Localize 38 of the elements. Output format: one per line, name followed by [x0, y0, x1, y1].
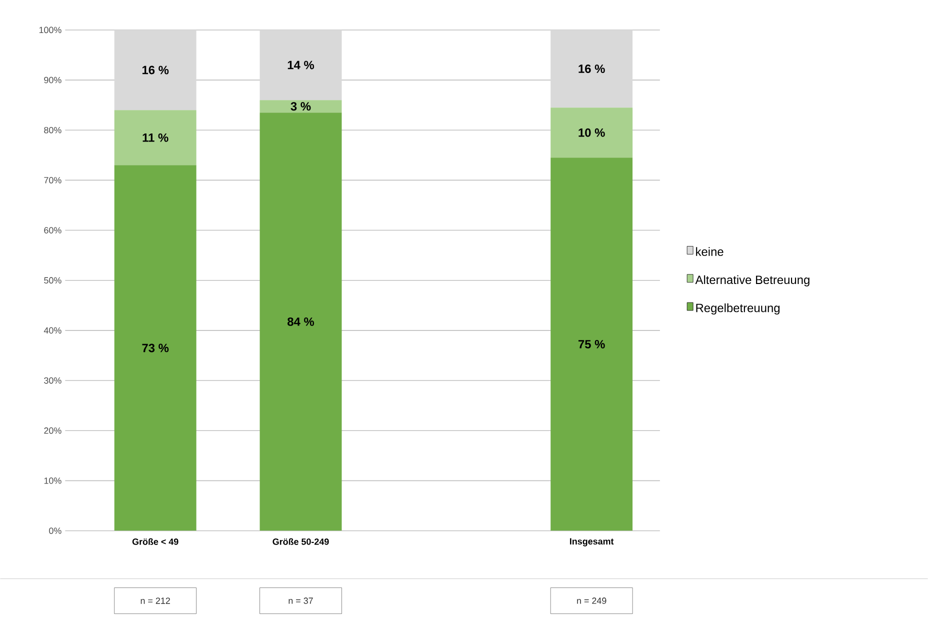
data-label: 14 % [288, 60, 314, 70]
x-tick-label: Insgesamt [570, 538, 614, 546]
bar [114, 30, 196, 110]
data-label: 84 % [288, 318, 314, 326]
data-label: 73 % [142, 344, 169, 352]
y-tick-label: 100% [39, 26, 62, 34]
y-tick-label: 90% [44, 77, 62, 84]
legend-label: Regelbetreuung [696, 304, 780, 315]
text: n = 37 [288, 598, 313, 604]
bar [260, 100, 342, 113]
y-tick-label: 10% [44, 478, 62, 484]
x-tick-label: Größe < 49 [132, 538, 178, 545]
bar [114, 110, 196, 166]
y-tick-label: 70% [44, 177, 62, 184]
y-tick-label: 20% [44, 428, 62, 434]
y-tick-label: 40% [44, 327, 62, 334]
bar [550, 158, 633, 531]
text: n = 212 [140, 598, 170, 604]
bar [550, 108, 633, 158]
data-label: 3 % [290, 102, 311, 111]
y-tick-label: 60% [44, 227, 62, 234]
y-tick-label: 80% [44, 127, 62, 134]
legend-label: Alternative Betreuung [695, 275, 810, 287]
y-tick-label: 30% [44, 377, 62, 384]
bar [550, 30, 633, 108]
legend-label: keine [696, 247, 724, 256]
data-label: 10 % [578, 128, 605, 137]
bar [260, 30, 342, 100]
data-label: 16 % [142, 66, 169, 74]
y-tick-label: 50% [44, 277, 62, 284]
y-tick-label: 0% [49, 528, 62, 534]
data-label: 16 % [578, 64, 605, 74]
bar [114, 165, 196, 531]
data-label: 11 % [142, 134, 168, 142]
data-label: 75 % [578, 340, 605, 349]
bar [260, 112, 342, 531]
x-tick-label: Größe 50-249 [272, 538, 329, 545]
text: n = 249 [577, 598, 606, 604]
